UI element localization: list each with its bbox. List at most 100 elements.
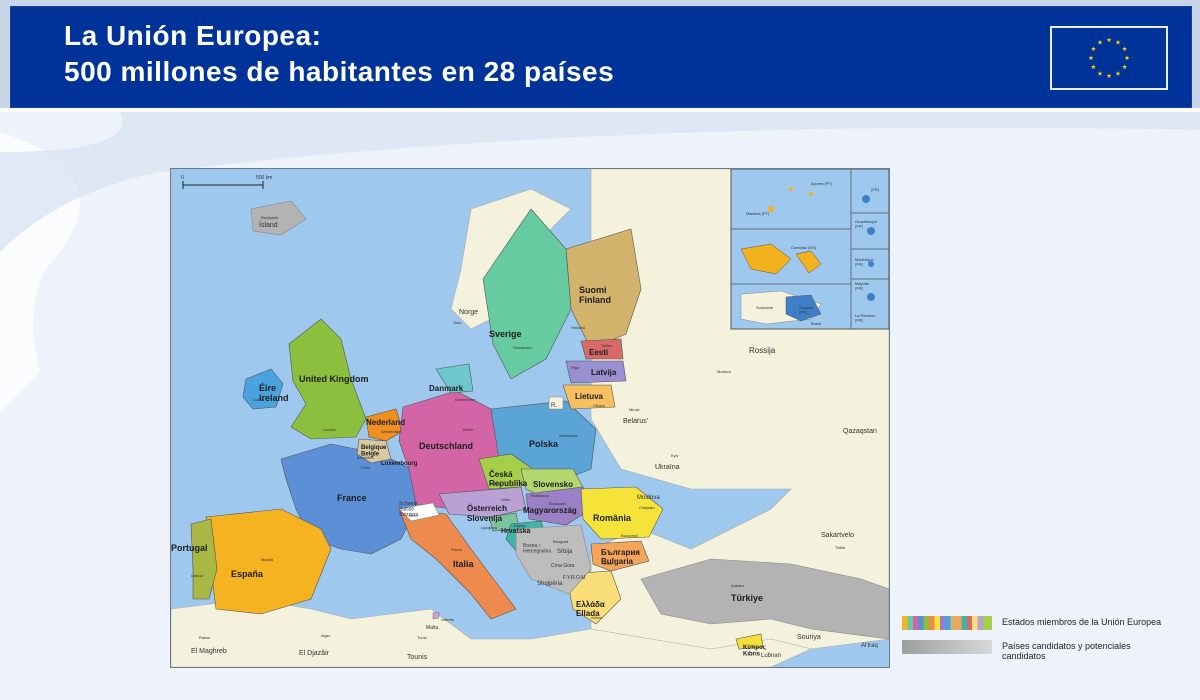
label-italy: Italia [453, 559, 475, 569]
capital-paris: Paris [361, 465, 370, 470]
capital-budapest: Budapest [549, 501, 567, 506]
bulgaria-shape [590, 540, 650, 572]
inset-suriname: Suriname [756, 305, 774, 310]
label-sweden: Sverige [489, 329, 522, 339]
label-tounis: Tounis [407, 654, 428, 661]
label-czech: Česká Republika [489, 470, 528, 488]
belgium-shape [356, 438, 392, 464]
label-poland: Polska [529, 439, 559, 449]
capital-athina: Athina [591, 615, 603, 620]
eu-flag-icon [1050, 26, 1168, 90]
label-slovenia: Slovenija [467, 514, 503, 523]
lithuania-shape [562, 384, 616, 410]
capital-bucuresti: București [621, 533, 638, 538]
label-switzerland: Schweiz Suisse Svizzera [399, 501, 418, 518]
label-srbija: Srbija [557, 549, 573, 555]
label-suriya: Souriya [797, 634, 821, 641]
capital-lisboa: Lisboa [191, 573, 204, 578]
inset-martinique: Martinique (FR) [855, 257, 874, 266]
capital-minsk: Minsk [629, 407, 639, 412]
malta-shape [432, 611, 440, 620]
inset-guyane: Guyane (FR) [799, 305, 814, 314]
capital-zagreb: Zagreb [513, 523, 526, 528]
eu-star-icon [1124, 55, 1130, 61]
label-belgium: Belgique Belgïe [361, 445, 387, 458]
guyane-shape [785, 294, 822, 322]
capital-stockholm: Stockholm [513, 345, 532, 350]
capital-ankara: Ankara [731, 583, 744, 588]
western-balkans-shape [515, 524, 592, 595]
eu-star-icon [1097, 70, 1103, 76]
eu-star-icon [1106, 37, 1112, 43]
capital-valletta: Valletta [441, 617, 455, 622]
ireland-shape [242, 368, 284, 410]
portugal-shape [190, 518, 218, 600]
capital-kyiv: Kyiv [671, 453, 679, 458]
eu-star-icon [1090, 46, 1096, 52]
scale-zero-label: 0 [181, 175, 184, 181]
map-canvas: 0 500 km Éire Ireland United Kingdom Fran… [171, 169, 889, 667]
label-latvia: Latvija [591, 368, 617, 377]
label-russia: Rossija [749, 346, 776, 355]
netherlands-shape [365, 408, 404, 442]
capital-praha: Praha [489, 481, 500, 486]
label-maghreb: El Maghreb [191, 648, 227, 655]
capital-wien: Wien [501, 497, 510, 502]
decorative-swoosh [0, 112, 1200, 412]
inset-azores: Açores (PT) [811, 181, 833, 186]
label-germany: Deutschland [419, 441, 473, 451]
capital-kobenhavn: København [455, 397, 475, 402]
capital-roma: Roma [451, 547, 462, 552]
label-hungary: Magyarország [523, 506, 577, 515]
scale-km-label: 500 km [256, 175, 272, 181]
italy-shape [398, 508, 517, 620]
capital-chisinau: Chişinău [639, 505, 655, 510]
map-legend: Estados miembros de la Unión Europea Paí… [898, 616, 1198, 686]
capital-vilnius: Vilnius [593, 403, 605, 408]
capital-london: London [323, 427, 336, 432]
uk-shape [288, 318, 367, 440]
capital-tbilisi: Tbilisi [835, 545, 845, 550]
label-moldova: Moldova [637, 495, 660, 501]
hungary-shape [525, 486, 592, 526]
capital-oslo: Oslo [453, 320, 462, 325]
label-lubnan: Lubnan [761, 653, 781, 659]
capital-reykjavik: Reykjavik [261, 215, 278, 220]
eu-star-icon [1097, 39, 1103, 45]
eu-star-icon [1090, 64, 1096, 70]
cyprus-shape [735, 633, 764, 650]
label-bulgaria: България Bulgaria [601, 548, 640, 566]
candidates-swatch [902, 640, 992, 654]
label-montenegro: Crna Gora [551, 563, 575, 569]
label-austria: Österreich [467, 504, 507, 513]
label-spain: España [231, 569, 264, 579]
label-iceland: Ísland [259, 220, 278, 229]
label-sakartvelo: Sakartvelo [821, 532, 854, 539]
eu-star-icon [1106, 73, 1112, 79]
capital-rabat: Rabat [199, 635, 211, 640]
kaliningrad-shape [548, 396, 564, 410]
label-turkey: Türkiye [731, 593, 763, 603]
inset-madeira: Madeira (PT) [746, 211, 770, 216]
label-finland: Suomi Finland [579, 285, 611, 305]
label-netherlands: Nederland [366, 418, 405, 427]
turkey-land [640, 558, 889, 640]
label-malta: Malta [426, 625, 438, 631]
legend-eu-label: Estados miembros de la Unión Europea [1002, 617, 1162, 627]
capital-berlin: Berlin [463, 427, 473, 432]
iceland-land [250, 200, 307, 236]
north-africa-land [171, 598, 812, 667]
eu-star-icon [1088, 55, 1094, 61]
label-denmark: Danmark [429, 384, 464, 393]
capital-tallinn: Tallinn [601, 343, 612, 348]
eu-star-icon [1115, 39, 1121, 45]
label-romania: România [593, 513, 632, 523]
label-greece: Ελλάδα Ellada [576, 600, 605, 618]
label-cyprus: Κύπρος Kıbrıs [743, 645, 766, 658]
capital-bratislava: Bratislava [531, 493, 549, 498]
label-lithuania: Lietuva [575, 392, 604, 401]
slide-title: La Unión Europea: [64, 20, 322, 51]
legend-candidates-line2: candidatos [1002, 651, 1046, 661]
latvia-shape [565, 360, 627, 384]
label-belarus: Belarus' [623, 418, 648, 425]
